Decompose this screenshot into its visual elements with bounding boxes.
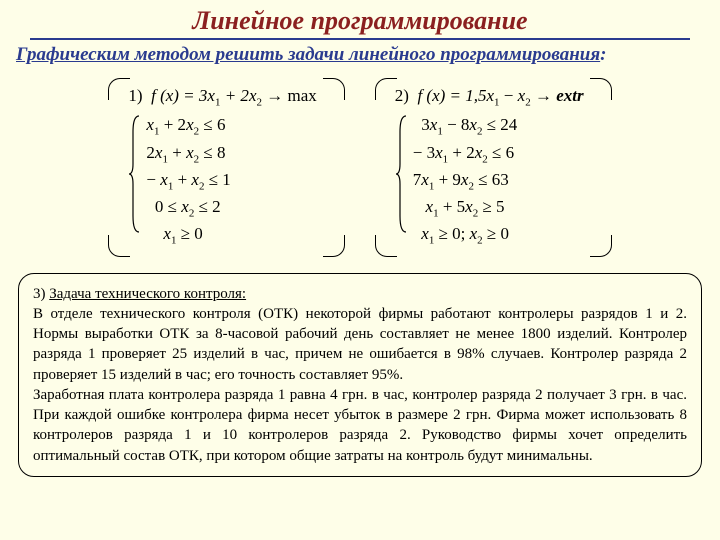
- corner-decoration: [590, 235, 612, 257]
- constraints-wrap: 3x1 − 8x2 ≤ 24 − 3x1 + 2x2 ≤ 6 7x1 + 9x2…: [395, 114, 584, 248]
- brace-icon: [395, 114, 409, 248]
- problem-1-objective: 1) f (x) = 3x1 + 2x2 → max: [128, 86, 316, 108]
- obj-text: →: [531, 86, 557, 105]
- obj-text: f (x) = 3: [151, 86, 207, 105]
- problems-row: 1) f (x) = 3x1 + 2x2 → max x1 + 2x2 ≤ 6 …: [0, 78, 720, 257]
- constraint: 3x1 − 8x2 ≤ 24: [413, 114, 518, 139]
- page-title: Линейное программирование: [0, 0, 720, 36]
- problem-3-body-2: Заработная плата контролера разряда 1 ра…: [33, 387, 687, 464]
- obj-text: → max: [262, 86, 317, 105]
- problem-number: 1): [128, 86, 142, 105]
- problem-3-title: Задача технического контроля:: [49, 286, 246, 302]
- problem-2-constraints: 3x1 − 8x2 ≤ 24 − 3x1 + 2x2 ≤ 6 7x1 + 9x2…: [409, 114, 518, 248]
- subtitle: Графическим методом решить задачи линейн…: [0, 44, 720, 66]
- problem-3-box: 3) Задача технического контроля: В отдел…: [18, 273, 702, 477]
- obj-extr: extr: [556, 86, 583, 105]
- constraint: 0 ≤ x2 ≤ 2: [146, 196, 230, 221]
- constraint: x1 + 5x2 ≥ 5: [413, 196, 518, 221]
- constraint: x1 + 2x2 ≤ 6: [146, 114, 230, 139]
- corner-decoration: [375, 235, 397, 257]
- brace-icon: [128, 114, 142, 248]
- obj-text: + 2: [220, 86, 248, 105]
- problem-number: 2): [395, 86, 409, 105]
- corner-decoration: [590, 78, 612, 100]
- problem-2-box: 2) f (x) = 1,5x1 − x2 → extr 3x1 − 8x2 ≤…: [375, 78, 612, 257]
- problem-1-constraints: x1 + 2x2 ≤ 6 2x1 + x2 ≤ 8 − x1 + x2 ≤ 1 …: [142, 114, 230, 248]
- constraint: 2x1 + x2 ≤ 8: [146, 142, 230, 167]
- subtitle-text: Графическим методом решить задачи линейн…: [16, 44, 600, 65]
- corner-decoration: [323, 235, 345, 257]
- obj-text: −: [500, 86, 518, 105]
- corner-decoration: [108, 235, 130, 257]
- constraint: − x1 + x2 ≤ 1: [146, 169, 230, 194]
- problem-2-objective: 2) f (x) = 1,5x1 − x2 → extr: [395, 86, 584, 108]
- constraint: x1 ≥ 0; x2 ≥ 0: [413, 223, 518, 248]
- problem-3-number: 3): [33, 286, 49, 302]
- corner-decoration: [108, 78, 130, 100]
- obj-text: f (x) = 1,5: [417, 86, 486, 105]
- corner-decoration: [323, 78, 345, 100]
- constraint: x1 ≥ 0: [146, 223, 230, 248]
- problem-3-body-1: В отделе технического контроля (ОТК) нек…: [33, 306, 687, 383]
- title-underline: [30, 38, 690, 40]
- constraints-wrap: x1 + 2x2 ≤ 6 2x1 + x2 ≤ 8 − x1 + x2 ≤ 1 …: [128, 114, 316, 248]
- problem-1-box: 1) f (x) = 3x1 + 2x2 → max x1 + 2x2 ≤ 6 …: [108, 78, 344, 257]
- constraint: 7x1 + 9x2 ≤ 63: [413, 169, 518, 194]
- constraint: − 3x1 + 2x2 ≤ 6: [413, 142, 518, 167]
- corner-decoration: [375, 78, 397, 100]
- subtitle-colon: :: [600, 44, 606, 65]
